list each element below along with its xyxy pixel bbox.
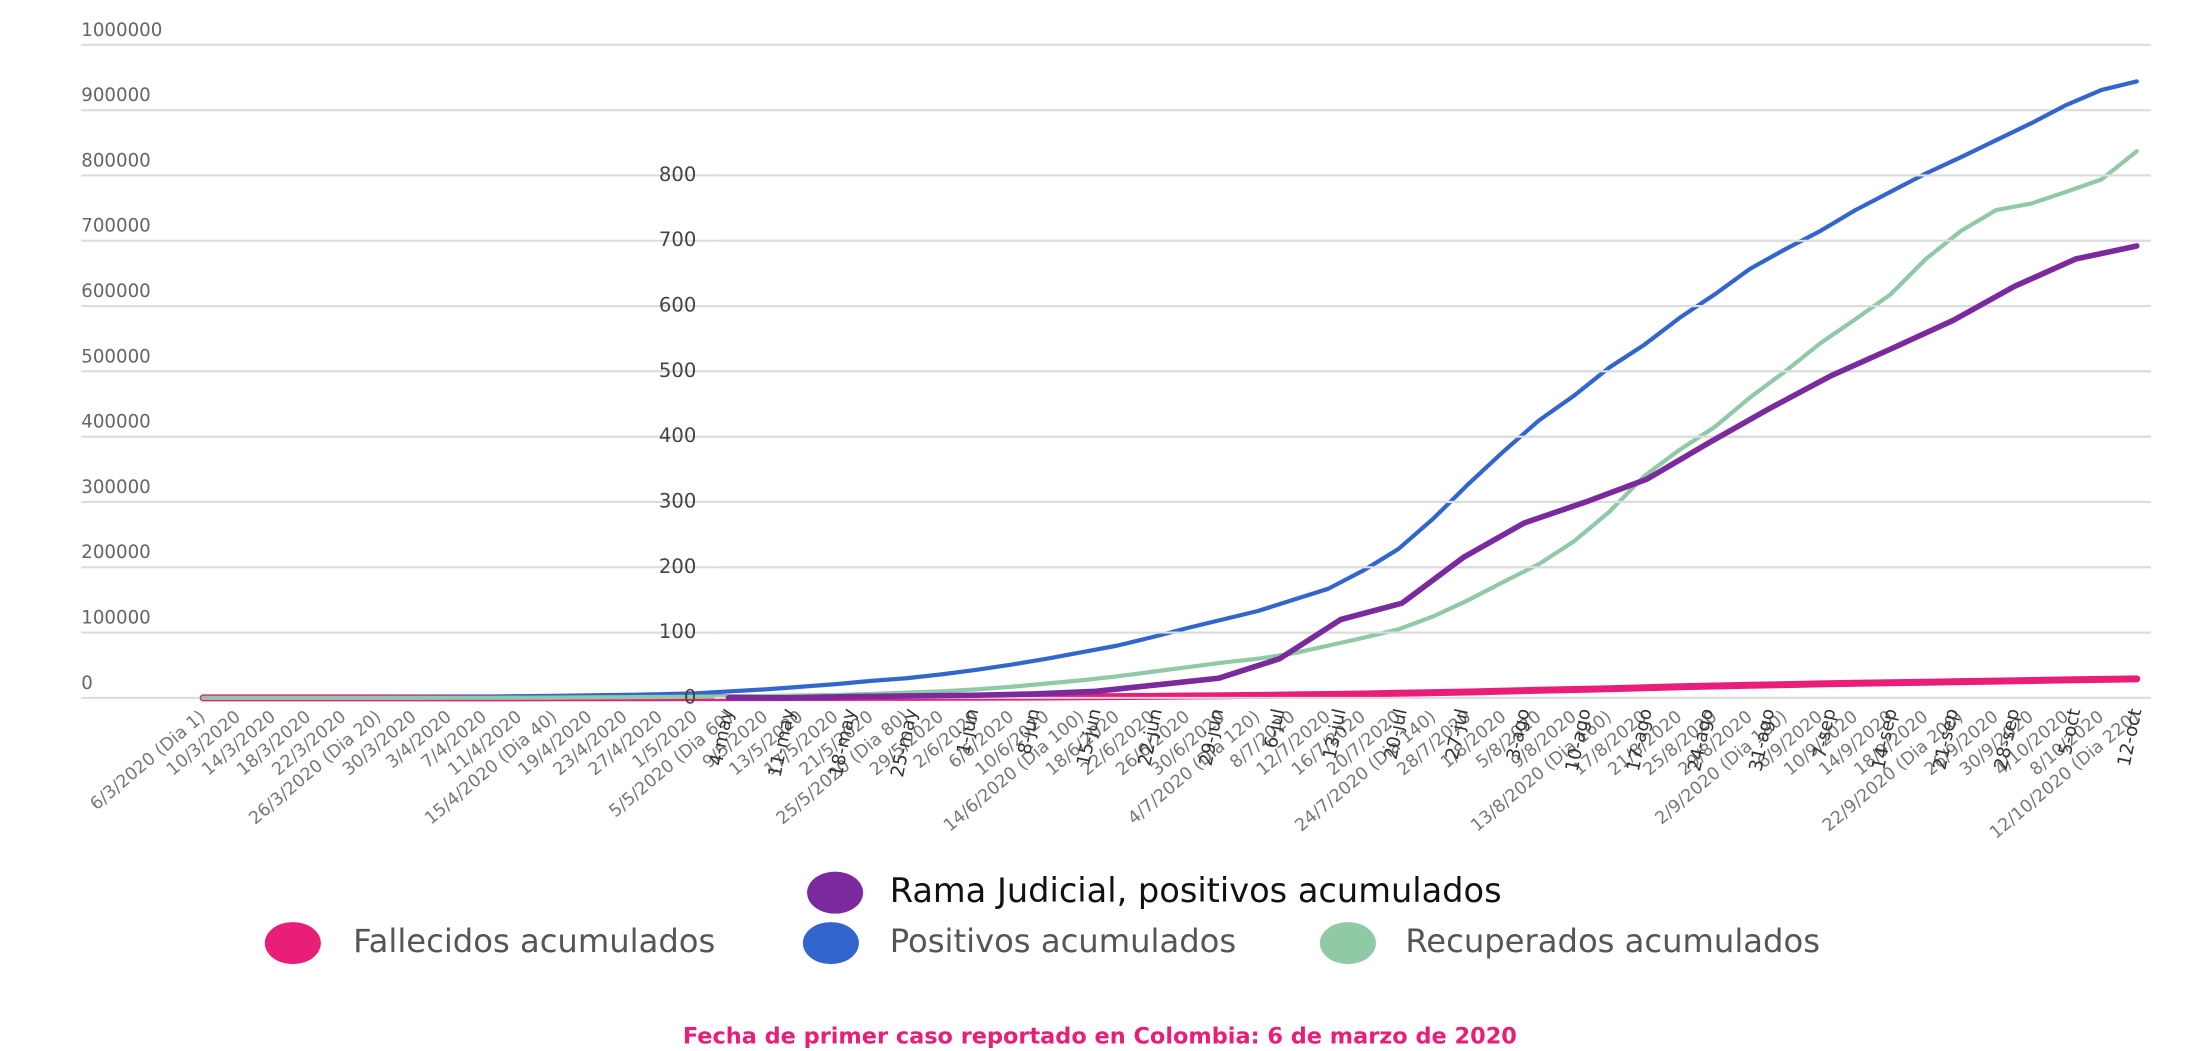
legend-label: Recuperados acumulados	[1405, 922, 1820, 960]
y-tick-label: 0	[684, 685, 696, 708]
y-tick-label: 100000	[81, 608, 150, 629]
y-tick-label: 200000	[81, 542, 150, 563]
y-tick-label: 300	[659, 489, 696, 512]
y-tick-label: 600	[659, 294, 696, 317]
legend-label: Fallecidos acumulados	[353, 922, 715, 960]
y-tick-label: 1000000	[81, 20, 162, 41]
y-tick-label: 300000	[81, 477, 150, 498]
y-tick-label: 400	[659, 424, 696, 447]
y-tick-label: 200	[659, 555, 696, 578]
y-tick-label: 0	[81, 673, 93, 694]
legend-marker	[1319, 922, 1376, 965]
footnote: Fecha de primer caso reportado en Colomb…	[683, 1023, 1517, 1049]
y-tick-label: 700	[659, 228, 696, 251]
y-tick-label: 400000	[81, 412, 150, 433]
y-tick-label: 100	[659, 620, 696, 643]
series-line	[725, 243, 2140, 701]
legend-marker	[807, 871, 864, 914]
legend-marker	[802, 922, 859, 965]
y-tick-label: 700000	[81, 216, 150, 237]
y-tick-label: 500	[659, 359, 696, 382]
y-tick-label: 500000	[81, 346, 150, 367]
legend-marker	[264, 922, 321, 965]
legend-label: Positivos acumulados	[890, 922, 1236, 960]
series-line	[201, 79, 2139, 700]
series-line	[201, 149, 2139, 700]
y-tick-label: 900000	[81, 85, 150, 106]
y-tick-label: 800000	[81, 150, 150, 171]
y-tick-label: 800	[659, 163, 696, 186]
y-tick-label: 600000	[81, 281, 150, 302]
legend-label: Rama Judicial, positivos acumulados	[890, 871, 1502, 910]
